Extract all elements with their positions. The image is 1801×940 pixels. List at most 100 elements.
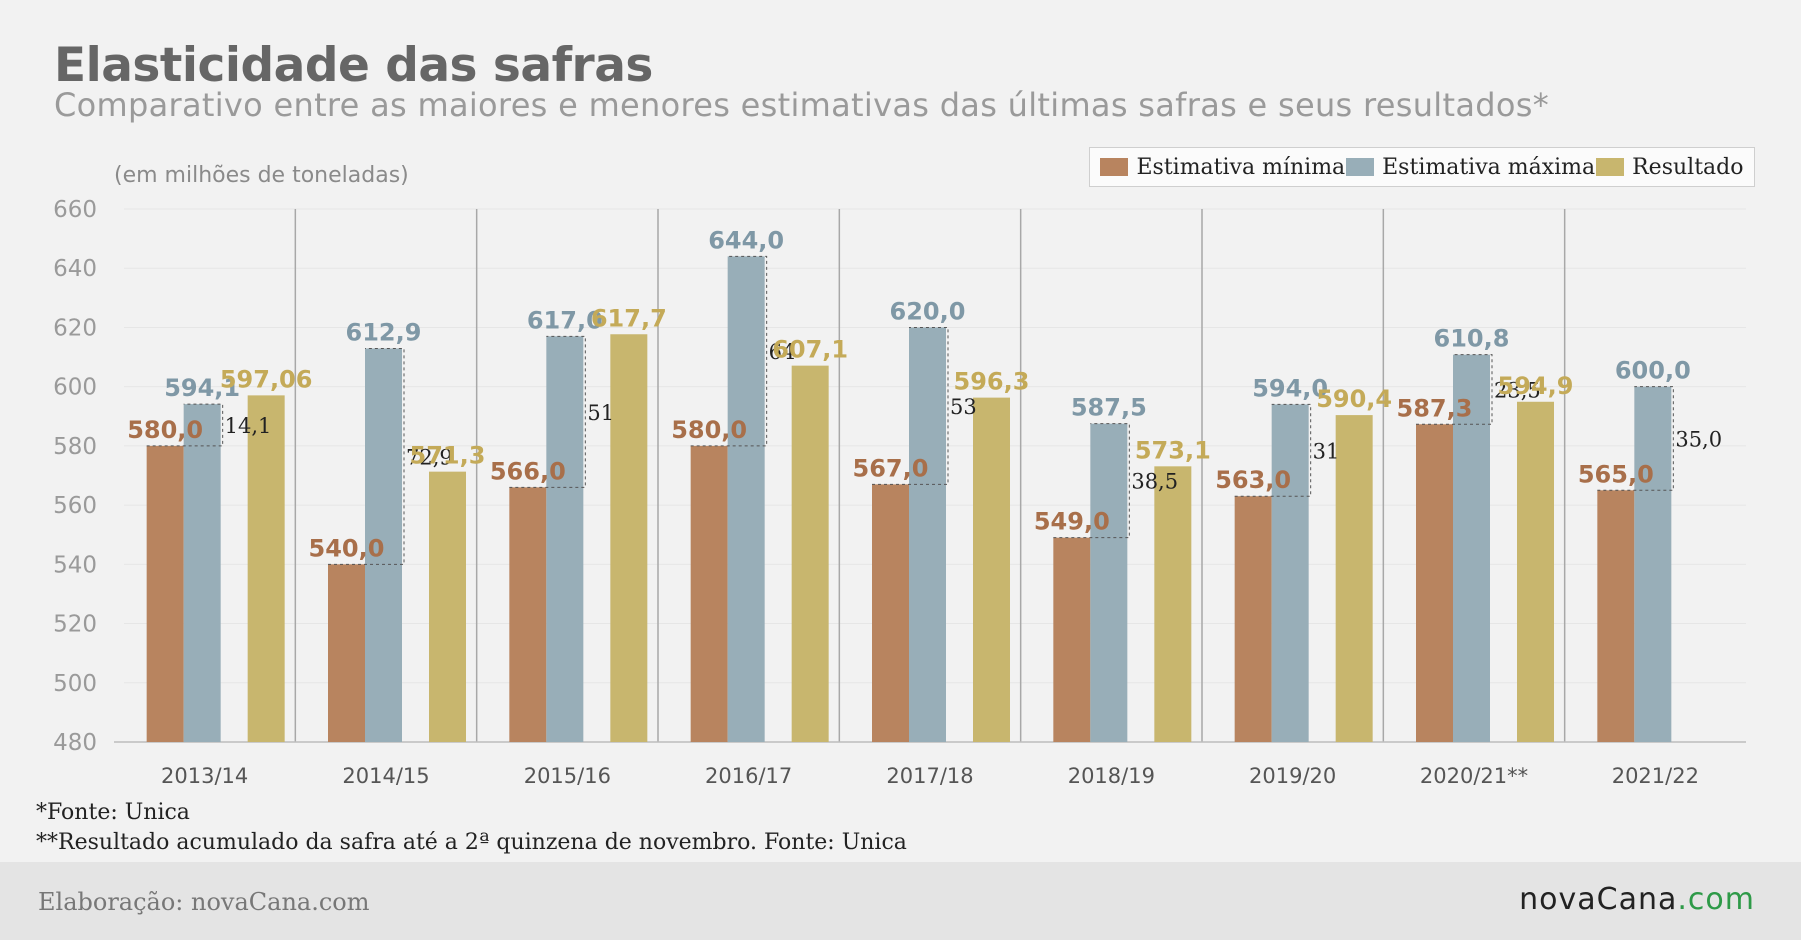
bar [365, 348, 402, 742]
difference-label: 53 [950, 395, 977, 419]
value-label: 580,0 [671, 416, 747, 444]
difference-bracket [509, 335, 586, 488]
value-label: 644,0 [708, 226, 784, 254]
difference-bracket [1416, 354, 1493, 425]
legend-item-max: Estimativa máxima [1346, 155, 1595, 180]
difference-bracket [1597, 386, 1674, 491]
bar [1634, 386, 1672, 742]
value-label: 540,0 [309, 534, 385, 562]
legend-label-min: Estimativa mínima [1136, 154, 1346, 180]
bar [909, 327, 946, 742]
bar [610, 334, 648, 742]
bar [509, 487, 547, 742]
difference-label: 23,5 [1494, 378, 1541, 402]
difference-label: 38,5 [1131, 470, 1178, 494]
y-tick-label: 660 [53, 197, 97, 223]
bar [872, 484, 909, 742]
legend-label-result: Resultado [1632, 154, 1744, 180]
y-tick-label: 580 [53, 434, 97, 460]
x-tick-label: 2017/18 [886, 764, 973, 788]
legend-swatch-result [1596, 158, 1625, 176]
bar [1453, 354, 1490, 742]
y-tick-label: 520 [53, 612, 97, 638]
y-tick-label: 620 [53, 315, 97, 341]
value-label: 571,3 [410, 442, 486, 470]
legend-item-min: Estimativa mínima [1100, 155, 1345, 180]
difference-label: 31 [1313, 439, 1340, 463]
value-label: 597,06 [220, 365, 313, 393]
footer-credit: Elaboração: novaCana.com [38, 888, 370, 916]
legend-swatch-min [1100, 158, 1129, 176]
bar [1090, 423, 1128, 742]
legend-label-max: Estimativa máxima [1382, 154, 1596, 180]
footnote-source: *Fonte: Unica [36, 800, 190, 825]
bar [1517, 401, 1554, 742]
difference-bracket [690, 255, 768, 447]
y-tick-label: 540 [53, 552, 97, 578]
value-label: 573,1 [1135, 436, 1211, 464]
bar [727, 256, 765, 742]
difference-label: 35,0 [1675, 427, 1722, 451]
bar [690, 445, 728, 742]
difference-label: 64 [769, 340, 796, 364]
difference-bracket [1234, 403, 1312, 497]
value-label: 596,3 [954, 368, 1030, 396]
x-tick-label: 2015/16 [524, 764, 611, 788]
x-tick-label: 2020/21** [1420, 764, 1528, 788]
bar [1234, 496, 1272, 742]
unit-label: (em milhões de toneladas) [114, 163, 409, 188]
chart-subtitle: Comparativo entre as maiores e menores e… [54, 86, 1549, 124]
chart-legend: Estimativa mínima Estimativa máxima Resu… [1089, 147, 1755, 187]
x-tick-label: 2019/20 [1249, 764, 1336, 788]
x-tick-label: 2014/15 [342, 764, 429, 788]
chart-title: Elasticidade das safras [54, 38, 653, 93]
bar [1335, 415, 1373, 742]
bar [328, 564, 365, 742]
value-label: 610,8 [1434, 325, 1510, 353]
value-label: 594,0 [1252, 374, 1328, 402]
value-label: 617,0 [527, 306, 603, 334]
value-label: 549,0 [1034, 508, 1110, 536]
bar [1416, 424, 1453, 742]
difference-bracket [328, 347, 405, 565]
difference-bracket [872, 326, 949, 485]
difference-label: 14,1 [225, 414, 272, 438]
x-tick-label: 2021/22 [1612, 764, 1699, 788]
value-label: 594,1 [164, 374, 240, 402]
bar [146, 445, 184, 742]
logo-tld: .com [1677, 882, 1755, 917]
value-label: 612,9 [346, 318, 422, 346]
y-tick-label: 600 [53, 375, 97, 401]
footer-bar: Elaboração: novaCana.com novaCana.com [0, 862, 1801, 940]
x-tick-label: 2016/17 [705, 764, 792, 788]
bar [183, 404, 221, 742]
value-label: 580,0 [127, 416, 203, 444]
legend-swatch-max [1346, 158, 1375, 176]
bar [1271, 404, 1309, 742]
difference-label: 72,9 [406, 445, 453, 469]
value-label: 617,7 [591, 304, 667, 332]
bar [1154, 466, 1192, 742]
bar [247, 395, 285, 742]
logo-main: novaCana [1519, 882, 1678, 917]
x-tick-label: 2013/14 [161, 764, 248, 788]
y-tick-label: 560 [53, 493, 97, 519]
bar [429, 471, 466, 742]
difference-label: 51 [587, 401, 614, 425]
value-label: 567,0 [853, 454, 929, 482]
y-tick-label: 640 [53, 256, 97, 282]
novacana-logo[interactable]: novaCana.com [1519, 882, 1755, 917]
footnote-partial: **Resultado acumulado da safra até a 2ª … [36, 830, 907, 855]
bar [1597, 490, 1635, 742]
bar [791, 365, 829, 742]
value-label: 607,1 [772, 336, 848, 364]
x-tick-label: 2018/19 [1068, 764, 1155, 788]
bar [1053, 537, 1091, 742]
value-label: 600,0 [1615, 357, 1691, 385]
bar [973, 397, 1010, 742]
bar [546, 336, 584, 742]
y-tick-label: 500 [53, 671, 97, 697]
difference-bracket [1053, 423, 1130, 539]
bar-chart: (em milhões de toneladas) 480 500 520 540 560… [53, 163, 1746, 788]
value-label: 565,0 [1578, 460, 1654, 488]
